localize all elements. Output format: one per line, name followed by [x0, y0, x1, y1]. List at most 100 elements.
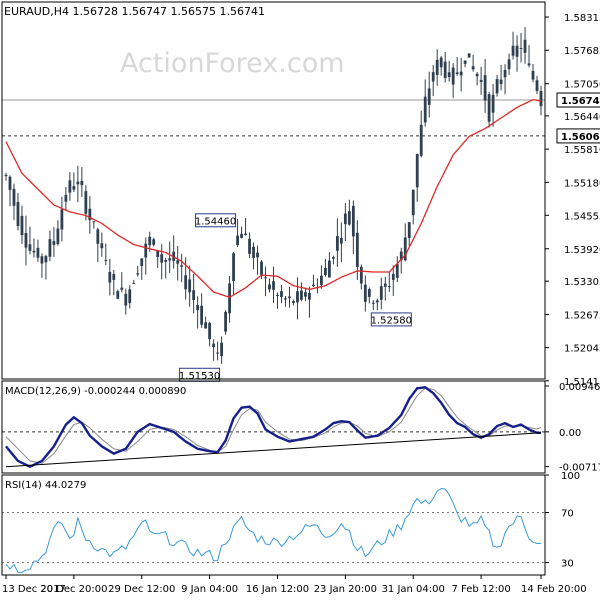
price-annotation-box	[370, 312, 412, 327]
candle	[280, 285, 283, 304]
candle	[4, 172, 8, 181]
candle-body	[531, 70, 535, 80]
candle	[343, 203, 347, 241]
macd-panel: MACD(12,26,9) -0.000244 0.000890	[2, 386, 545, 469]
candle	[144, 237, 148, 275]
candle-body	[459, 71, 463, 76]
candle	[459, 57, 463, 92]
panel-frames	[1, 1, 546, 576]
candle-body	[48, 239, 52, 257]
candle-body	[327, 260, 331, 278]
candle	[308, 286, 311, 318]
candle-body	[72, 186, 76, 190]
macd-tick-label: 0.009466	[559, 382, 600, 393]
candle-body	[8, 176, 12, 190]
candle	[363, 275, 367, 312]
candle-body	[220, 342, 223, 357]
candle	[495, 74, 499, 97]
candle	[8, 175, 12, 207]
candle	[423, 79, 427, 127]
candle	[104, 243, 108, 266]
candle	[236, 219, 239, 248]
candle-body	[427, 88, 431, 105]
candle	[300, 282, 303, 302]
candle-body	[527, 63, 531, 66]
candle-body	[232, 253, 235, 282]
candle-body	[335, 236, 339, 251]
candle	[240, 226, 243, 239]
candle	[44, 254, 48, 280]
candle	[288, 286, 291, 308]
moving-average-line	[5, 98, 542, 298]
price-tick-label: 1.56440	[564, 112, 600, 123]
rsi-panel: RSI(14) 44.0279	[2, 480, 545, 573]
candle	[20, 205, 24, 245]
candle	[220, 336, 223, 364]
candle	[64, 186, 68, 211]
candle-body	[100, 243, 104, 249]
candle	[292, 299, 295, 306]
candle-body	[44, 256, 48, 263]
x-tick-label: 7 Feb 12:00	[451, 584, 510, 595]
candle	[108, 258, 112, 296]
candle	[467, 53, 471, 58]
candle-body	[160, 254, 164, 263]
candle	[172, 235, 176, 269]
candle	[256, 245, 259, 275]
candle-body	[120, 287, 124, 290]
candle	[136, 265, 140, 277]
candle	[84, 185, 88, 221]
price-tick-label: 1.53305	[564, 277, 600, 288]
x-tick-label: 20 Dec 20:00	[40, 584, 107, 595]
candle	[76, 165, 80, 203]
candle-body	[136, 273, 140, 275]
axis-labels: 1.58315 1.57685 1.57050 1.56440 1.55810 1.551…	[2, 13, 600, 595]
x-tick-label: 31 Jan 04:00	[382, 584, 445, 595]
candle	[324, 258, 327, 277]
candle-body	[535, 80, 539, 91]
x-tick-label: 23 Jan 20:00	[314, 584, 377, 595]
candle-body	[431, 72, 435, 82]
candle-body	[156, 250, 160, 257]
candle-body	[260, 261, 263, 276]
x-tick-label: 29 Dec 12:00	[108, 584, 175, 595]
candle	[527, 45, 531, 68]
candle-body	[280, 291, 283, 298]
candle-body	[455, 72, 459, 75]
candle-body	[216, 352, 220, 354]
candle	[451, 63, 455, 98]
candle	[375, 298, 379, 310]
candle-body	[399, 251, 403, 261]
price-tick-label: 1.54555	[564, 211, 600, 222]
candle-body	[383, 283, 387, 287]
candle-body	[96, 229, 100, 244]
price-annotation-box	[195, 213, 237, 228]
price-tick-label: 1.57050	[564, 80, 600, 91]
candle-body	[192, 290, 196, 301]
candle-body	[539, 90, 543, 107]
candle	[208, 322, 212, 347]
candle	[200, 293, 204, 328]
candle	[455, 56, 459, 76]
candle-body	[52, 241, 56, 245]
x-tick-label: 16 Jan 12:00	[246, 584, 309, 595]
candle-body	[92, 221, 96, 223]
rsi-tick-label: 30	[561, 559, 574, 570]
candle-body	[523, 39, 527, 53]
candle-body	[387, 286, 391, 288]
candle	[475, 72, 479, 86]
x-tick-label: 13 Dec 2017	[2, 584, 66, 595]
candle-body	[487, 94, 491, 122]
candle-body	[144, 243, 148, 258]
candle	[204, 316, 208, 329]
price-annotation-label: 1.52580	[371, 315, 412, 326]
candle	[152, 237, 156, 247]
candle	[395, 256, 399, 282]
price-annotation-label: 1.51530	[179, 371, 220, 382]
candle-body	[228, 283, 231, 314]
candle-body	[256, 252, 259, 258]
candle-body	[252, 246, 255, 258]
candle-body	[395, 263, 399, 278]
